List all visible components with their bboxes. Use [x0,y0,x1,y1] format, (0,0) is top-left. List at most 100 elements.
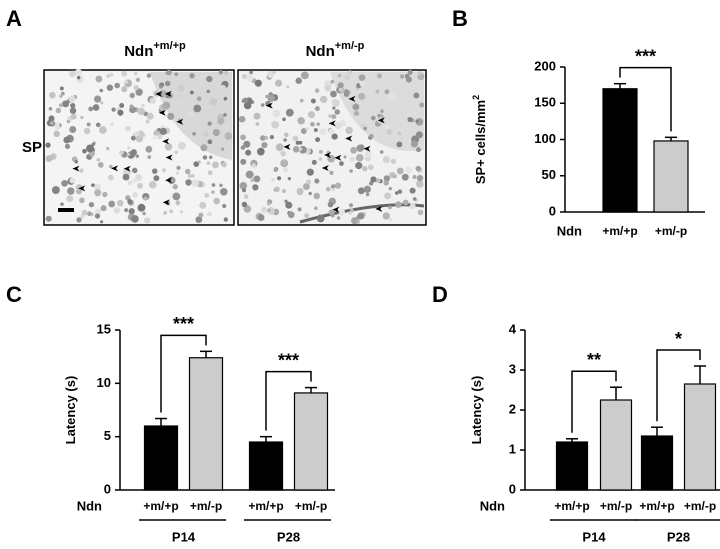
cell [339,161,344,166]
cell [254,79,262,87]
cell [221,161,227,168]
cell [365,192,370,197]
arrowhead [363,145,371,152]
cell [261,142,268,149]
cell [369,82,373,87]
cell [297,207,302,212]
y-axis-label: Latency (s) [63,376,78,445]
cell [74,68,83,77]
cell [152,168,158,174]
cell [99,126,107,134]
bar [188,357,224,491]
cell [252,184,259,191]
arrowhead [375,205,383,212]
cell [275,143,284,152]
cell [363,126,368,131]
cell [394,113,399,118]
cell [169,209,174,214]
x-tick-label: +m/+p [248,499,283,513]
cell [242,188,247,193]
cell [380,109,384,114]
cell [271,120,279,129]
cell [124,208,129,213]
cell [257,214,265,221]
arrowhead [176,118,184,125]
cell [130,149,137,156]
cell [267,70,275,78]
cell [76,75,81,80]
cell [314,88,320,93]
cell [94,213,101,219]
cell [91,183,95,187]
significance-bracket [656,349,701,422]
cell [79,168,84,173]
cell [388,218,393,222]
cell [94,189,102,197]
cell [135,173,143,181]
cell [383,175,391,182]
cell [176,165,181,171]
y-tick-label: 0 [549,203,556,218]
cell [68,95,76,103]
cell [319,128,327,136]
arrowhead [332,206,340,213]
cell [142,211,146,216]
cell [274,186,280,193]
cell [363,185,372,193]
cell [207,139,213,145]
cell [328,114,332,118]
cell [209,97,218,106]
cell [415,165,421,172]
x-tick-label: +m/-p [684,499,716,513]
cell [318,157,323,161]
cell [129,104,134,109]
arrowhead [158,109,166,116]
cell [185,179,192,186]
cell [281,159,285,164]
cell [343,155,347,159]
bar [683,383,717,491]
cell [330,184,336,189]
group-label: P14 [172,529,196,544]
cell [329,170,334,176]
cell [224,132,233,140]
cell [352,103,360,111]
cell [224,71,228,75]
cell [327,201,334,208]
cell [253,175,261,183]
cell [86,211,92,217]
cell [256,147,265,156]
cell [99,88,104,93]
title-base: Ndn [124,43,153,60]
cell [358,92,366,100]
cell [245,170,254,179]
x-tick-label: +m/-p [295,499,327,513]
cell [148,181,157,189]
cell [76,217,82,223]
cell [126,146,131,150]
cell [187,173,192,178]
cell [222,203,227,209]
cell [164,143,173,151]
significance-label: *** [173,314,194,334]
cell [337,73,342,78]
cell [114,82,120,89]
cell [175,200,181,206]
cell [348,70,353,75]
cell [146,73,152,78]
cell [358,144,365,151]
cell [287,211,295,219]
y-tick-label: 15 [97,321,111,336]
significance-bracket [160,334,207,413]
bar [653,140,689,213]
cell [245,149,252,156]
cell [396,167,404,175]
cell [253,112,261,120]
cell [175,171,179,175]
cell [336,216,341,220]
cell [330,90,337,98]
cell [113,206,121,214]
cell [272,109,281,118]
title-sup: +m/+p [153,40,186,52]
cell [145,145,153,153]
